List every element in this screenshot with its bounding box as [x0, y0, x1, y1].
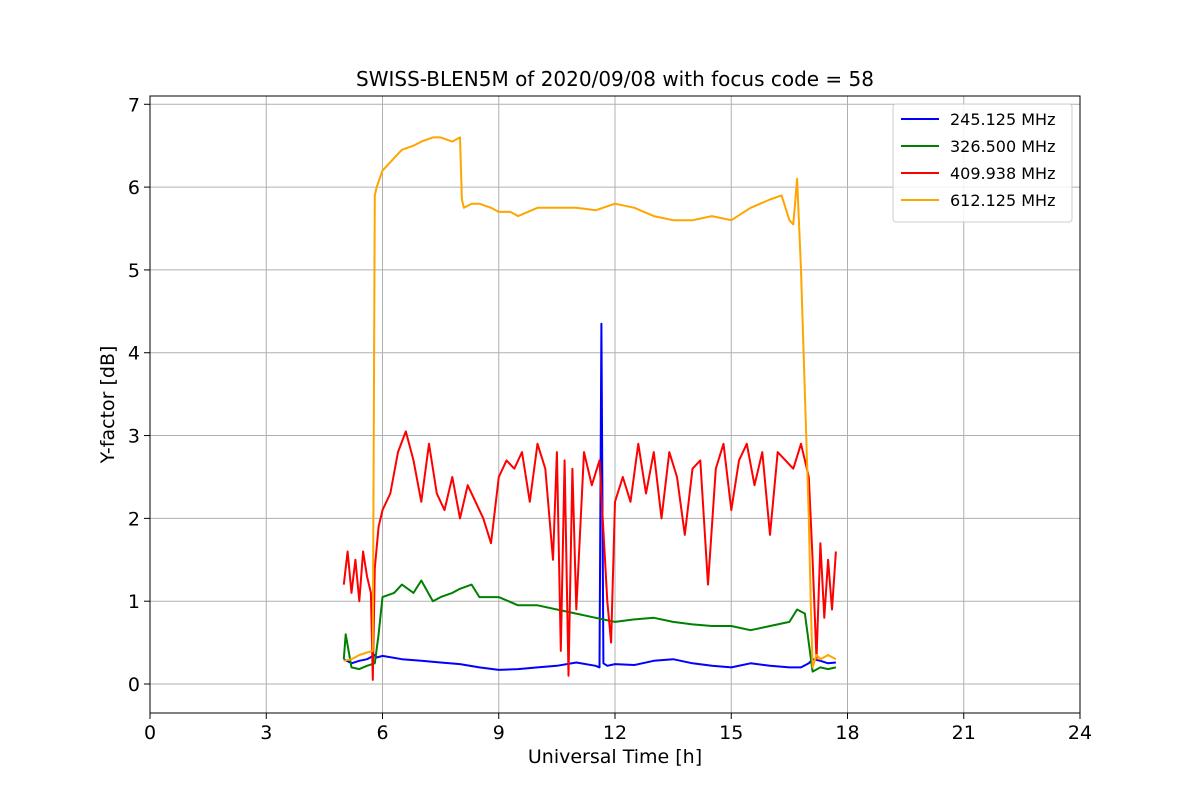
y-tick-label: 2	[128, 508, 140, 530]
x-tick-label: 9	[493, 722, 505, 744]
y-tick-label: 6	[128, 177, 140, 199]
series-line-2	[342, 430, 837, 681]
y-tick-label: 5	[128, 260, 140, 282]
y-tick-label: 3	[128, 426, 140, 448]
x-tick-label: 12	[603, 722, 627, 744]
legend-box	[892, 103, 1073, 223]
x-tick-label: 18	[835, 722, 859, 744]
x-tick-label: 3	[260, 722, 272, 744]
y-tick-label: 4	[128, 343, 140, 365]
legend-label: 326.500 MHz	[950, 137, 1055, 156]
legend-label: 612.125 MHz	[950, 191, 1055, 210]
legend-label: 409.938 MHz	[950, 164, 1055, 183]
series-layer	[342, 136, 837, 681]
chart-title: SWISS-BLEN5M of 2020/09/08 with focus co…	[356, 67, 874, 91]
legend: 245.125 MHz 326.500 MHz 409.938 MHz 612.125…	[892, 103, 1073, 223]
series-line-3	[343, 136, 837, 669]
legend-label: 245.125 MHz	[950, 110, 1055, 129]
x-tick-label: 0	[144, 722, 156, 744]
series-line-1	[342, 579, 837, 673]
y-axis-label: Y-factor [dB]	[97, 346, 119, 465]
x-tick-label: 24	[1068, 722, 1092, 744]
x-tick-label: 15	[719, 722, 743, 744]
x-tick-label: 21	[952, 722, 976, 744]
y-tick-label: 0	[128, 674, 140, 696]
y-tick-label: 7	[128, 94, 140, 116]
x-axis-label: Universal Time [h]	[528, 746, 702, 768]
y-tick-label: 1	[128, 591, 140, 613]
x-tick-label: 6	[376, 722, 388, 744]
